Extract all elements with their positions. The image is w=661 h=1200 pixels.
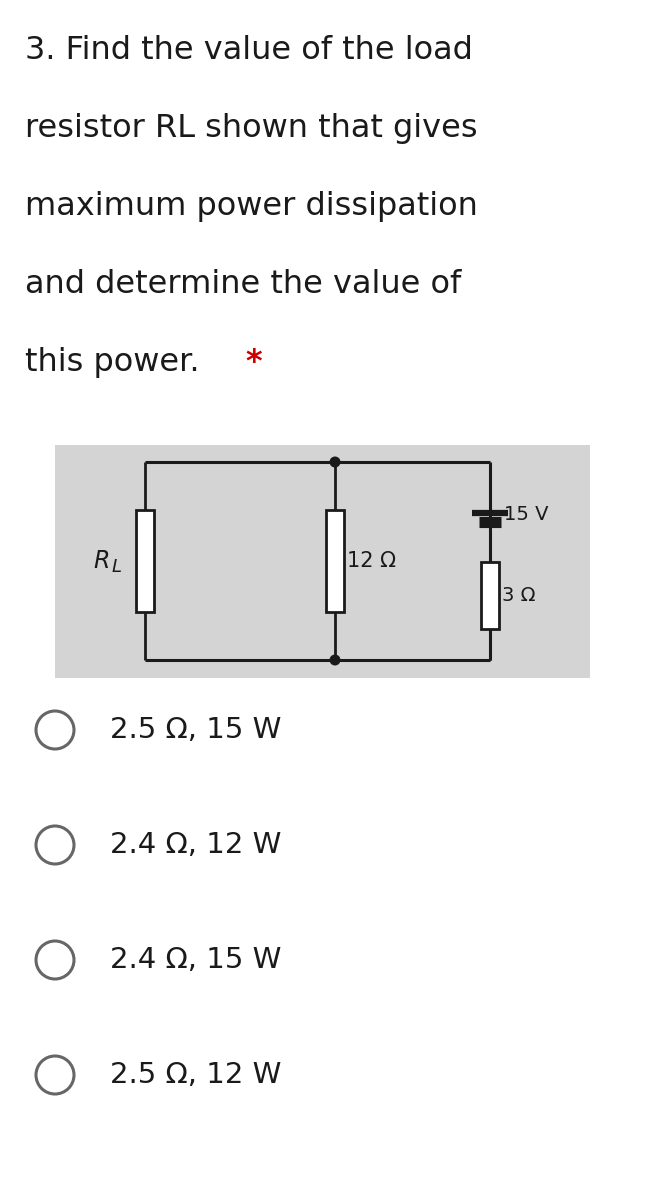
Text: 2.4 Ω, 15 W: 2.4 Ω, 15 W bbox=[110, 946, 282, 974]
Circle shape bbox=[329, 654, 340, 666]
Text: 2.5 Ω, 15 W: 2.5 Ω, 15 W bbox=[110, 716, 282, 744]
Circle shape bbox=[329, 456, 340, 468]
Bar bbox=[326, 510, 344, 612]
Text: 3 Ω: 3 Ω bbox=[502, 587, 535, 605]
Text: 15 V: 15 V bbox=[504, 505, 549, 524]
Text: L: L bbox=[112, 558, 122, 576]
Text: 12 Ω: 12 Ω bbox=[347, 551, 396, 571]
Text: resistor RL shown that gives: resistor RL shown that gives bbox=[25, 113, 478, 144]
Text: 3. Find the value of the load: 3. Find the value of the load bbox=[25, 35, 473, 66]
Text: and determine the value of: and determine the value of bbox=[25, 269, 461, 300]
Bar bbox=[481, 563, 499, 629]
Text: 2.4 Ω, 12 W: 2.4 Ω, 12 W bbox=[110, 830, 282, 859]
Text: maximum power dissipation: maximum power dissipation bbox=[25, 191, 478, 222]
Text: 2.5 Ω, 12 W: 2.5 Ω, 12 W bbox=[110, 1061, 282, 1090]
Bar bbox=[55, 445, 590, 678]
Text: this power.: this power. bbox=[25, 347, 200, 378]
Text: *: * bbox=[245, 347, 262, 378]
Text: R: R bbox=[93, 550, 109, 572]
Bar bbox=[136, 510, 154, 612]
